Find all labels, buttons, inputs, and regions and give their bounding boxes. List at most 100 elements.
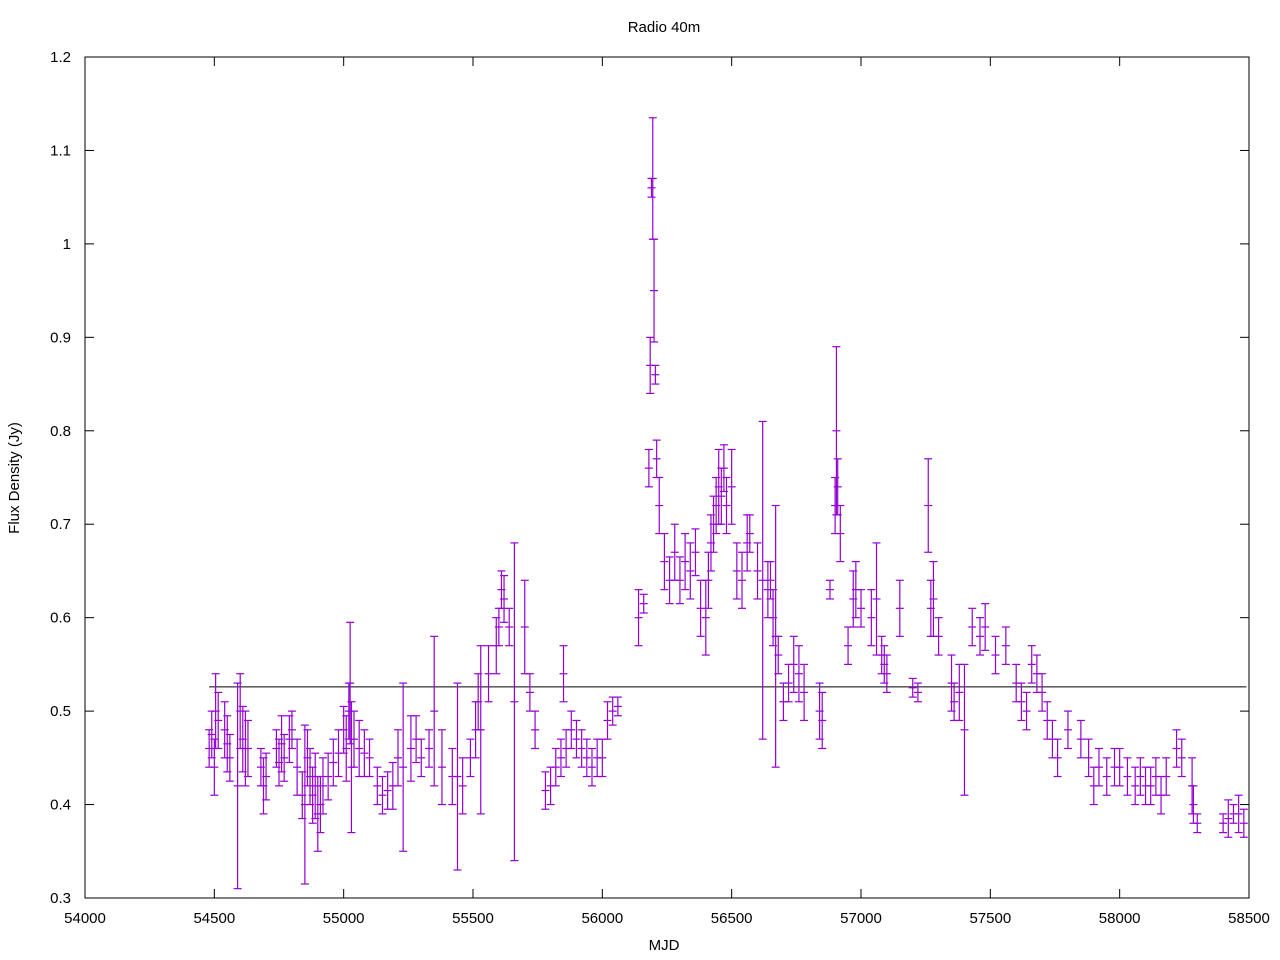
- data-point: [350, 710, 359, 768]
- x-tick-label: 57500: [969, 910, 1011, 927]
- x-tick-label: 56500: [711, 910, 753, 927]
- y-tick-label: 1.1: [50, 142, 71, 159]
- data-point: [318, 757, 327, 815]
- data-point: [525, 673, 534, 712]
- data-point: [639, 593, 648, 614]
- data-point: [497, 570, 506, 609]
- data-point: [541, 771, 550, 810]
- data-point: [924, 458, 933, 553]
- data-point: [346, 621, 355, 745]
- data-point: [603, 701, 612, 740]
- data-point: [365, 738, 374, 778]
- y-tick-label: 0.3: [50, 890, 71, 907]
- data-point: [613, 696, 622, 717]
- y-tick-label: 0.9: [50, 329, 71, 346]
- data-point: [293, 738, 302, 796]
- data-point: [1115, 747, 1124, 787]
- data-point: [417, 738, 426, 778]
- data-point: [1094, 747, 1103, 787]
- data-point: [991, 635, 1000, 675]
- data-point: [559, 645, 568, 703]
- data-point: [500, 575, 509, 623]
- data-point: [1193, 813, 1202, 834]
- data-point: [908, 677, 917, 698]
- data-point: [753, 542, 762, 600]
- data-point: [1177, 738, 1186, 778]
- data-point: [275, 738, 283, 787]
- data-point: [872, 542, 881, 656]
- data-point: [437, 729, 446, 806]
- data-point: [686, 542, 695, 600]
- data-point: [582, 738, 591, 778]
- data-point: [1224, 799, 1233, 838]
- data-point: [758, 420, 767, 740]
- data-point: [510, 542, 519, 862]
- data-point: [794, 645, 803, 703]
- x-tick-label: 56000: [581, 910, 623, 927]
- data-points-layer: [205, 117, 1248, 890]
- data-point: [704, 551, 713, 609]
- data-point: [774, 635, 783, 675]
- data-point: [960, 663, 969, 796]
- data-point: [383, 771, 392, 810]
- data-point: [388, 761, 397, 810]
- data-point: [214, 691, 223, 750]
- data-point: [259, 757, 268, 815]
- data-point: [1136, 757, 1145, 796]
- data-point: [1053, 738, 1062, 778]
- data-point: [1102, 757, 1111, 796]
- x-tick-label: 55500: [452, 910, 494, 927]
- data-point: [1219, 813, 1228, 834]
- data-point: [1189, 785, 1198, 824]
- y-tick-label: 0.7: [50, 516, 71, 533]
- plot-frame: [84, 56, 1250, 899]
- data-point: [551, 747, 560, 787]
- data-point: [329, 738, 338, 787]
- data-point: [587, 747, 596, 787]
- x-axis-label: MJD: [649, 937, 680, 954]
- data-point: [1239, 808, 1248, 838]
- y-tick-label: 1.2: [50, 49, 71, 66]
- data-point: [505, 607, 514, 647]
- data-point: [655, 476, 664, 535]
- data-point: [844, 626, 853, 665]
- data-point: [696, 579, 705, 637]
- y-axis-label: Flux Density (Jy): [6, 422, 23, 534]
- data-point: [651, 364, 660, 385]
- data-point: [981, 603, 990, 651]
- data-point: [934, 617, 943, 656]
- data-point: [745, 514, 754, 553]
- x-tick-label: 54000: [64, 910, 106, 927]
- data-point: [1162, 757, 1171, 796]
- y-tick-label: 0.5: [50, 703, 71, 720]
- data-point: [882, 654, 891, 694]
- data-point: [225, 733, 234, 782]
- data-point: [300, 724, 309, 885]
- data-point: [458, 757, 467, 815]
- data-point: [1234, 794, 1243, 834]
- data-point: [975, 617, 984, 656]
- y-tick-label: 0.8: [50, 423, 71, 440]
- data-point: [425, 729, 434, 768]
- data-point: [675, 556, 684, 605]
- data-point: [262, 752, 271, 801]
- data-point: [691, 528, 700, 577]
- data-point: [648, 117, 657, 240]
- x-tick-label: 54500: [193, 910, 235, 927]
- data-point: [727, 448, 736, 525]
- data-point: [373, 766, 382, 806]
- data-point: [825, 579, 834, 600]
- y-tick-label: 1: [63, 236, 71, 253]
- data-point: [1076, 719, 1085, 759]
- data-point: [867, 589, 876, 647]
- data-point: [857, 589, 865, 628]
- data-point: [430, 635, 439, 787]
- data-point: [1084, 738, 1093, 778]
- data-point: [895, 579, 904, 637]
- x-tick-label: 58500: [1228, 910, 1270, 927]
- data-point: [832, 346, 841, 516]
- data-point: [818, 691, 827, 750]
- data-point: [1022, 691, 1031, 731]
- data-point: [412, 715, 421, 764]
